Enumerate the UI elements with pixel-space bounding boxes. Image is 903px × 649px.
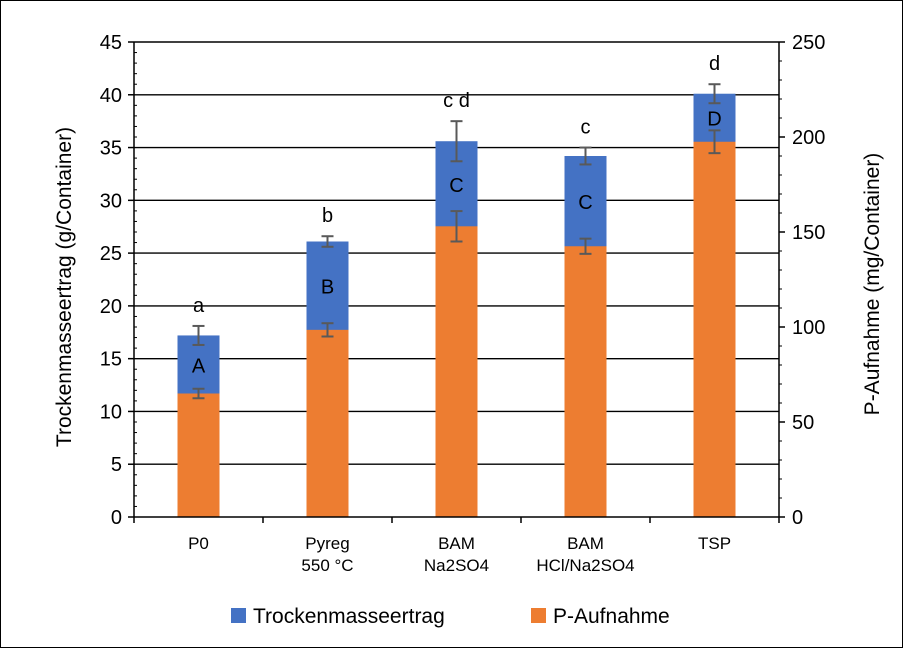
y-axis-tick-label: 10 bbox=[100, 401, 122, 423]
group-letter-p-aufnahme: A bbox=[192, 355, 206, 377]
y-axis-tick-label: 40 bbox=[100, 85, 122, 107]
group-letter-trockenmasseertrag: b bbox=[322, 205, 333, 227]
x-axis-category-label: 550 °C bbox=[301, 556, 353, 575]
axes bbox=[128, 41, 785, 523]
group-letter-p-aufnahme: D bbox=[707, 109, 721, 131]
group-letter-trockenmasseertrag: d bbox=[709, 53, 720, 75]
y2-axis-title: P-Aufnahme (mg/Container) bbox=[861, 153, 884, 416]
legend-label-trockenmasseertrag: Trockenmasseertrag bbox=[253, 605, 445, 628]
legend-swatch-p-aufnahme bbox=[531, 608, 546, 623]
y-axis-tick-label: 20 bbox=[100, 296, 122, 318]
y-axis-tick-label: 30 bbox=[100, 190, 122, 212]
group-letter-p-aufnahme: C bbox=[578, 192, 592, 214]
group-letter-trockenmasseertrag: c d bbox=[443, 90, 470, 112]
bar-p-aufnahme bbox=[564, 246, 607, 517]
x-axis-category-label: HCl/Na2SO4 bbox=[536, 556, 634, 575]
y-axis-tick-label: 35 bbox=[100, 138, 122, 160]
bar-p-aufnahme bbox=[693, 141, 736, 517]
bars bbox=[177, 83, 736, 518]
x-axis-category-label: Na2SO4 bbox=[424, 556, 489, 575]
y2-axis-tick-label: 50 bbox=[792, 412, 814, 434]
group-letter-trockenmasseertrag: c bbox=[581, 117, 591, 139]
x-axis-category-label: TSP bbox=[698, 534, 731, 553]
legend: Trockenmasseertrag P-Aufnahme bbox=[231, 605, 670, 628]
x-axis-category-label: P0 bbox=[188, 534, 209, 553]
y2-axis-tick-label: 150 bbox=[792, 222, 825, 244]
bar-p-aufnahme bbox=[177, 393, 220, 517]
bar-p-aufnahme bbox=[306, 329, 349, 517]
y-axis-title: Trockenmasseertrag (g/Container) bbox=[53, 127, 76, 447]
labels: 0 5 10 15 20 25 30 35 40 45 0 50 100 150 200 250 P0 Pyreg… bbox=[100, 32, 826, 575]
x-axis-category-label: BAM bbox=[438, 534, 475, 553]
group-letter-p-aufnahme: C bbox=[449, 175, 463, 197]
x-axis-category-label: Pyreg bbox=[305, 534, 349, 553]
group-letter-p-aufnahme: B bbox=[321, 277, 334, 299]
y-axis-tick-label: 25 bbox=[100, 243, 122, 265]
legend-label-p-aufnahme: P-Aufnahme bbox=[553, 605, 670, 628]
y2-axis-tick-label: 250 bbox=[792, 32, 825, 54]
y-axis-tick-label: 5 bbox=[111, 454, 122, 476]
y2-axis-tick-label: 200 bbox=[792, 127, 825, 149]
y-axis-tick-label: 45 bbox=[100, 32, 122, 54]
y2-axis-tick-label: 0 bbox=[792, 507, 803, 529]
y-axis-tick-label: 15 bbox=[100, 349, 122, 371]
y-axis-tick-label: 0 bbox=[111, 507, 122, 529]
y2-axis-tick-label: 100 bbox=[792, 317, 825, 339]
group-letter-trockenmasseertrag: a bbox=[193, 295, 205, 317]
legend-swatch-trockenmasseertrag bbox=[231, 608, 246, 623]
x-axis-category-label: BAM bbox=[567, 534, 604, 553]
bar-p-aufnahme bbox=[435, 226, 478, 518]
